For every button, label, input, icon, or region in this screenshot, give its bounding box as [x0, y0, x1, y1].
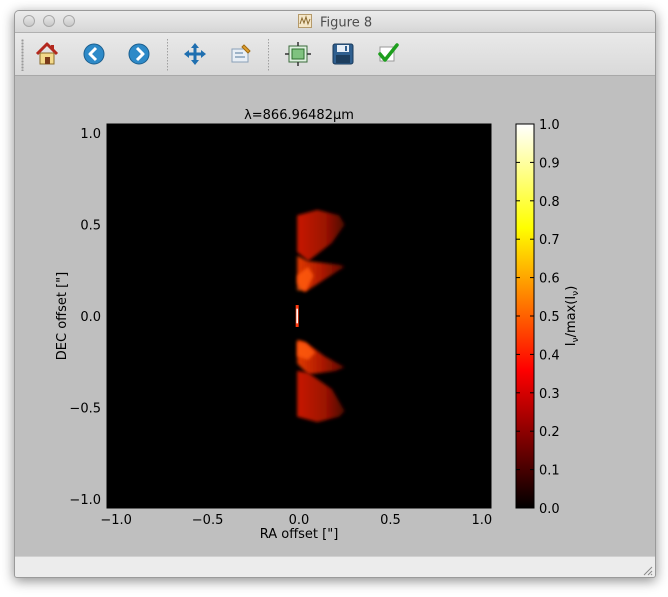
zoom-button[interactable] [226, 40, 256, 68]
x-tick-label: −1.0 [100, 513, 132, 528]
move-arrows-icon [184, 43, 206, 65]
toolbar-separator [268, 39, 269, 71]
colorbar-tick-label: 0.8 [539, 195, 560, 210]
figure-canvas[interactable]: λ=866.96482μm −1.0 −0.5 0.0 0.5 1.0 1.0 0.5 0.… [15, 76, 655, 556]
upper-outer-lobe [297, 209, 345, 262]
colorbar-tick-label: 0.7 [539, 233, 560, 248]
colorbar-tick-label: 0.1 [539, 464, 560, 479]
y-tick-label: −0.5 [69, 401, 101, 416]
floppy-disk-icon [332, 43, 354, 65]
colorbar-tick-label: 0.2 [539, 425, 560, 440]
zoom-rect-icon [231, 44, 251, 63]
colorbar-tick-label: 0.6 [539, 272, 560, 287]
forward-arrow-icon [128, 43, 150, 65]
y-tick-label: 0.0 [80, 310, 101, 325]
colorbar-tick-label: 1.0 [539, 118, 560, 133]
figure-window: Figure 8 [14, 10, 656, 578]
upper-bright-rim [297, 266, 314, 291]
zoom-window-button[interactable] [63, 15, 75, 27]
colorbar-tick-label: 0.9 [539, 156, 560, 171]
heatmap-chart: λ=866.96482μm −1.0 −0.5 0.0 0.5 1.0 1.0 0.5 0.… [55, 108, 581, 542]
colorbar-tick-label: 0.5 [539, 310, 560, 325]
subplots-icon [285, 42, 311, 66]
colorbar-label: Iν/max(Iν) [564, 286, 581, 347]
forward-button[interactable] [124, 40, 154, 68]
x-tick-label: −0.5 [192, 513, 224, 528]
colorbar-tick-label: 0.0 [539, 502, 560, 517]
navigation-toolbar [15, 33, 655, 76]
y-axis: 1.0 0.5 0.0 −0.5 −1.0 [69, 127, 491, 508]
resize-grip-icon[interactable] [641, 564, 653, 576]
back-button[interactable] [79, 40, 109, 68]
emission-lobes [295, 209, 345, 423]
close-window-button[interactable] [23, 15, 35, 27]
x-tick-label: 1.0 [472, 513, 493, 528]
home-icon [35, 42, 59, 65]
central-source-peak [296, 308, 298, 324]
toolbar-grip[interactable] [21, 39, 24, 71]
colorbar-ticks: 1.0 0.9 0.8 0.7 0.6 0.5 0.4 0.3 0.2 0.1 0.0 [516, 118, 560, 517]
x-tick-label: 0.5 [380, 513, 401, 528]
y-tick-label: 1.0 [80, 127, 101, 142]
x-axis-label: RA offset ["] [260, 527, 339, 542]
save-button[interactable] [328, 40, 358, 68]
title-bar: Figure 8 [15, 11, 655, 33]
minimize-window-button[interactable] [43, 15, 55, 27]
chart-title: λ=866.96482μm [244, 108, 354, 123]
checkmark-icon [378, 43, 399, 62]
home-button[interactable] [32, 40, 62, 68]
status-bar [15, 556, 655, 577]
figure-icon [297, 14, 312, 32]
plot-area [107, 124, 491, 508]
edit-button[interactable] [373, 40, 403, 68]
window-title: Figure 8 [320, 15, 373, 31]
colorbar-tick-label: 0.3 [539, 387, 560, 402]
pan-button[interactable] [180, 40, 210, 68]
x-tick-label: 0.0 [289, 513, 310, 528]
back-arrow-icon [83, 43, 105, 65]
y-tick-label: −1.0 [69, 493, 101, 508]
colorbar-tick-label: 0.4 [539, 348, 560, 363]
subplots-button[interactable] [283, 40, 313, 68]
lower-outer-lobe [297, 370, 345, 423]
toolbar-separator [167, 39, 168, 71]
x-axis: −1.0 −0.5 0.0 0.5 1.0 [100, 124, 492, 528]
y-axis-label: DEC offset ["] [55, 272, 70, 360]
lower-bright-rim [297, 341, 316, 360]
y-tick-label: 0.5 [80, 219, 101, 234]
